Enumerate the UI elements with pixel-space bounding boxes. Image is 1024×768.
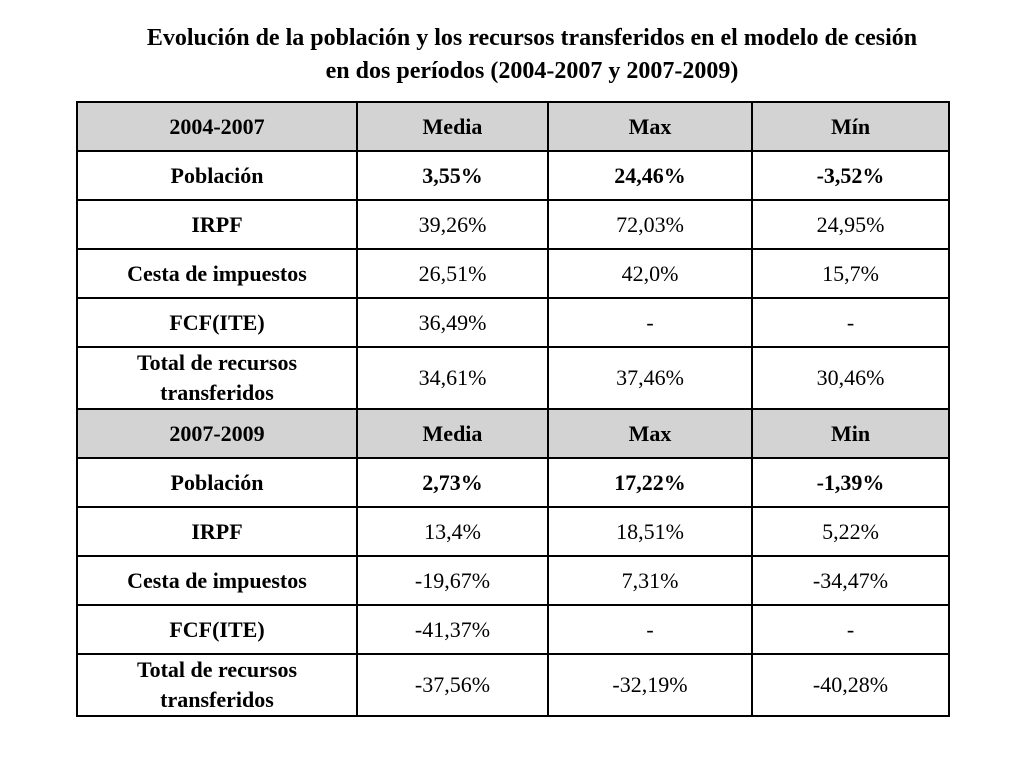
- max-header: Max: [547, 408, 753, 459]
- cell-min: 30,46%: [751, 346, 950, 410]
- cell-media: -41,37%: [356, 604, 549, 655]
- cell-max: -: [547, 297, 753, 348]
- row-label: Total de recursos transferidos: [76, 346, 358, 410]
- row-label-line-2: transferidos: [160, 687, 274, 712]
- table-row: Total de recursos transferidos -37,56% -…: [76, 653, 950, 717]
- cell-media: 3,55%: [356, 150, 549, 201]
- cell-min: -: [751, 604, 950, 655]
- cell-min: -3,52%: [751, 150, 950, 201]
- cell-media: -19,67%: [356, 555, 549, 606]
- table-row: Población 2,73% 17,22% -1,39%: [76, 457, 950, 508]
- cell-min: 15,7%: [751, 248, 950, 299]
- cell-media: -37,56%: [356, 653, 549, 717]
- cell-media: 34,61%: [356, 346, 549, 410]
- cell-max: 7,31%: [547, 555, 753, 606]
- table-row: Población 3,55% 24,46% -3,52%: [76, 150, 950, 201]
- cell-max: 18,51%: [547, 506, 753, 557]
- row-label: FCF(ITE): [76, 297, 358, 348]
- cell-media: 39,26%: [356, 199, 549, 250]
- table-row: Cesta de impuestos 26,51% 42,0% 15,7%: [76, 248, 950, 299]
- data-table: 2004-2007 Media Max Mín Población 3,55% …: [76, 101, 950, 717]
- cell-max: -32,19%: [547, 653, 753, 717]
- max-header: Max: [547, 101, 753, 152]
- cell-media: 26,51%: [356, 248, 549, 299]
- section-header-2004-2007: 2004-2007 Media Max Mín: [76, 101, 950, 152]
- cell-min: -34,47%: [751, 555, 950, 606]
- row-label-line-2: transferidos: [160, 380, 274, 405]
- cell-max: 42,0%: [547, 248, 753, 299]
- cell-min: 24,95%: [751, 199, 950, 250]
- row-label: FCF(ITE): [76, 604, 358, 655]
- title-line-1: Evolución de la población y los recursos…: [146, 25, 918, 51]
- row-label: Población: [76, 150, 358, 201]
- cell-min: -1,39%: [751, 457, 950, 508]
- cell-max: 17,22%: [547, 457, 753, 508]
- period-header: 2004-2007: [76, 101, 358, 152]
- cell-max: 37,46%: [547, 346, 753, 410]
- table-row: FCF(ITE) -41,37% - -: [76, 604, 950, 655]
- page-title: Evolución de la población y los recursos…: [40, 22, 1024, 88]
- media-header: Media: [356, 408, 549, 459]
- table-row: FCF(ITE) 36,49% - -: [76, 297, 950, 348]
- table-row: Cesta de impuestos -19,67% 7,31% -34,47%: [76, 555, 950, 606]
- title-line-2: en dos períodos (2004-2007 y 2007-2009): [325, 58, 739, 84]
- table-row: Total de recursos transferidos 34,61% 37…: [76, 346, 950, 410]
- section-header-2007-2009: 2007-2009 Media Max Min: [76, 408, 950, 459]
- cell-media: 2,73%: [356, 457, 549, 508]
- cell-max: 72,03%: [547, 199, 753, 250]
- cell-media: 36,49%: [356, 297, 549, 348]
- table-row: IRPF 39,26% 72,03% 24,95%: [76, 199, 950, 250]
- row-label-line-1: Total de recursos: [136, 350, 298, 375]
- cell-min: -40,28%: [751, 653, 950, 717]
- min-header: Mín: [751, 101, 950, 152]
- min-header: Min: [751, 408, 950, 459]
- cell-media: 13,4%: [356, 506, 549, 557]
- cell-min: -: [751, 297, 950, 348]
- cell-max: -: [547, 604, 753, 655]
- row-label: Total de recursos transferidos: [76, 653, 358, 717]
- row-label: Cesta de impuestos: [76, 555, 358, 606]
- row-label-line-1: Total de recursos: [136, 657, 298, 682]
- media-header: Media: [356, 101, 549, 152]
- row-label: Población: [76, 457, 358, 508]
- period-header: 2007-2009: [76, 408, 358, 459]
- cell-max: 24,46%: [547, 150, 753, 201]
- row-label: IRPF: [76, 506, 358, 557]
- row-label: Cesta de impuestos: [76, 248, 358, 299]
- cell-min: 5,22%: [751, 506, 950, 557]
- row-label: IRPF: [76, 199, 358, 250]
- table-row: IRPF 13,4% 18,51% 5,22%: [76, 506, 950, 557]
